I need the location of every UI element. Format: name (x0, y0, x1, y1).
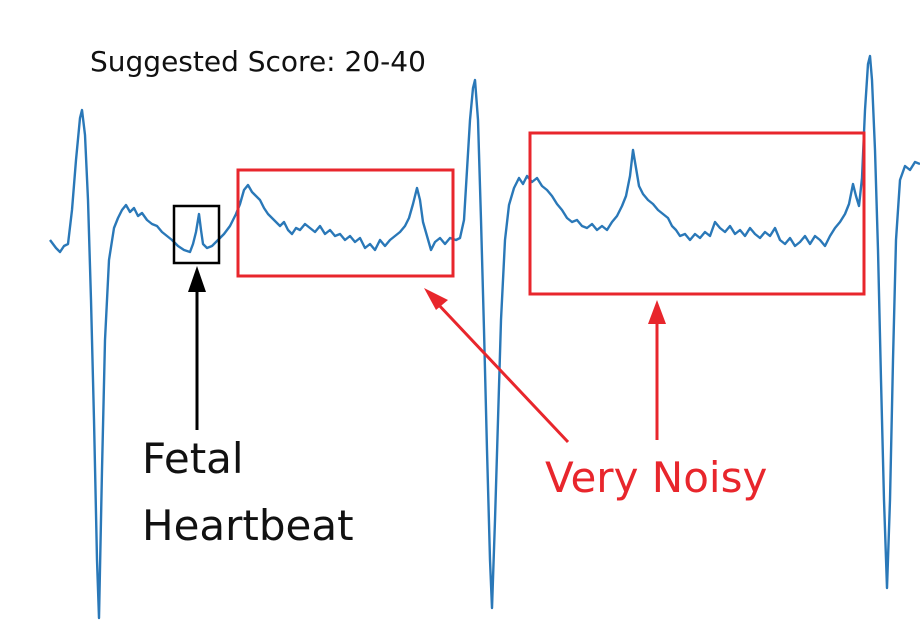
label-fetal: Fetal (142, 434, 244, 483)
label-noisy: Very Noisy (545, 453, 767, 502)
label-heartbeat: Heartbeat (142, 501, 354, 550)
noise-box (528, 131, 866, 296)
arrow (434, 300, 570, 444)
arrowhead (424, 288, 448, 310)
score-title: Suggested Score: 20-40 (90, 45, 426, 78)
arrowhead (188, 266, 206, 292)
arrowhead (648, 300, 666, 324)
heartbeat-box (172, 204, 221, 265)
ecg-signal (49, 54, 920, 620)
noise-box (236, 168, 455, 278)
